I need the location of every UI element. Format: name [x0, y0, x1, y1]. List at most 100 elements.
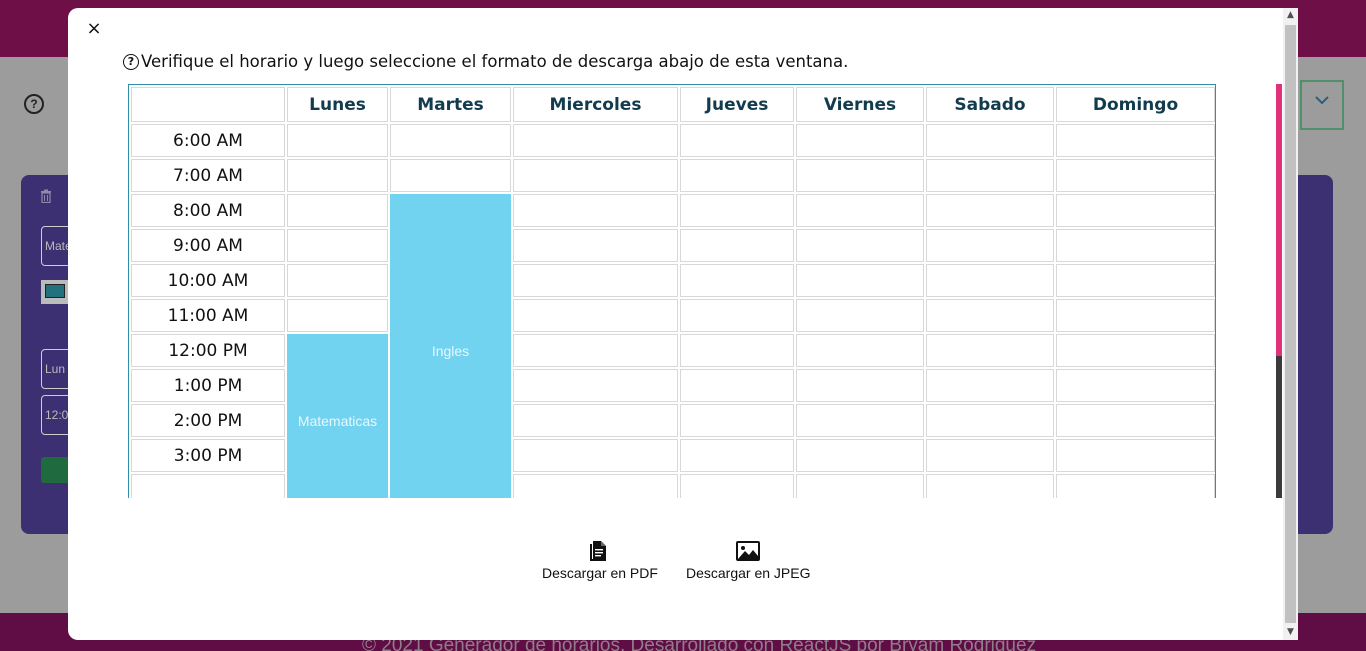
schedule-cell[interactable]	[680, 369, 794, 402]
schedule-cell[interactable]	[287, 159, 388, 192]
schedule-table-container[interactable]: Lunes Martes Miercoles Jueves Viernes Sa…	[128, 84, 1216, 498]
schedule-cell[interactable]	[513, 439, 678, 472]
schedule-cell[interactable]	[926, 474, 1054, 498]
time-row	[131, 474, 1215, 498]
schedule-cell[interactable]	[1056, 264, 1215, 297]
schedule-cell[interactable]	[680, 264, 794, 297]
schedule-cell[interactable]	[513, 404, 678, 437]
time-label: 6:00 AM	[131, 124, 285, 157]
schedule-cell[interactable]	[513, 124, 678, 157]
schedule-cell[interactable]	[287, 264, 388, 297]
schedule-cell[interactable]	[796, 159, 924, 192]
time-label: 7:00 AM	[131, 159, 285, 192]
time-row: 1:00 PM	[131, 369, 1215, 402]
scroll-down-arrow-icon[interactable]: ▼	[1287, 627, 1294, 637]
download-pdf-button[interactable]: Descargar en PDF	[542, 540, 658, 586]
schedule-cell[interactable]	[287, 124, 388, 157]
schedule-cell[interactable]	[926, 404, 1054, 437]
day-header: Domingo	[1056, 87, 1215, 122]
schedule-cell[interactable]	[680, 159, 794, 192]
schedule-cell[interactable]	[926, 334, 1054, 367]
schedule-cell[interactable]	[926, 194, 1054, 227]
schedule-cell[interactable]	[513, 334, 678, 367]
schedule-cell[interactable]	[680, 124, 794, 157]
schedule-cell[interactable]	[680, 404, 794, 437]
image-icon	[736, 541, 760, 561]
time-row: 9:00 AM	[131, 229, 1215, 262]
schedule-cell[interactable]	[926, 299, 1054, 332]
schedule-cell[interactable]	[1056, 334, 1215, 367]
schedule-cell[interactable]	[287, 194, 388, 227]
side-accent-bar	[1276, 84, 1282, 356]
schedule-cell[interactable]	[796, 439, 924, 472]
schedule-cell[interactable]	[796, 194, 924, 227]
schedule-cell[interactable]	[926, 264, 1054, 297]
instruction-label: Verifique el horario y luego seleccione …	[141, 52, 849, 71]
schedule-cell[interactable]	[680, 299, 794, 332]
schedule-cell[interactable]	[680, 474, 794, 498]
schedule-cell[interactable]	[796, 404, 924, 437]
schedule-cell[interactable]	[680, 439, 794, 472]
schedule-cell[interactable]	[796, 299, 924, 332]
corner-cell	[131, 87, 285, 122]
schedule-cell[interactable]	[926, 229, 1054, 262]
schedule-cell[interactable]	[926, 439, 1054, 472]
schedule-cell[interactable]	[1056, 369, 1215, 402]
instruction-text: ? Verifique el horario y luego seleccione…	[123, 52, 848, 71]
schedule-cell[interactable]	[513, 264, 678, 297]
schedule-cell[interactable]	[513, 369, 678, 402]
schedule-cell[interactable]	[796, 124, 924, 157]
download-pdf-label: Descargar en PDF	[542, 565, 658, 581]
time-label: 1:00 PM	[131, 369, 285, 402]
schedule-cell[interactable]	[1056, 124, 1215, 157]
schedule-cell[interactable]	[796, 369, 924, 402]
schedule-cell[interactable]	[1056, 439, 1215, 472]
schedule-cell[interactable]	[796, 264, 924, 297]
schedule-cell[interactable]	[926, 124, 1054, 157]
help-icon: ?	[24, 94, 44, 114]
schedule-cell[interactable]	[796, 229, 924, 262]
schedule-cell[interactable]	[680, 194, 794, 227]
schedule-cell[interactable]	[1056, 159, 1215, 192]
schedule-cell[interactable]	[680, 229, 794, 262]
download-options: Descargar en PDF Descargar en JPEG	[68, 540, 1298, 590]
schedule-cell[interactable]	[1056, 404, 1215, 437]
day-header: Sabado	[926, 87, 1054, 122]
time-row: 6:00 AM	[131, 124, 1215, 157]
schedule-cell[interactable]	[926, 159, 1054, 192]
schedule-cell[interactable]	[513, 229, 678, 262]
close-button[interactable]: ×	[86, 18, 102, 39]
time-label: 10:00 AM	[131, 264, 285, 297]
scroll-thumb[interactable]	[1285, 25, 1296, 623]
schedule-cell[interactable]	[287, 229, 388, 262]
schedule-event[interactable]: Matematicas	[287, 334, 388, 498]
side-dark-bar	[1276, 356, 1282, 498]
schedule-cell[interactable]	[680, 334, 794, 367]
download-jpeg-button[interactable]: Descargar en JPEG	[686, 540, 811, 586]
schedule-body: 6:00 AM 7:00 AM 8:00 AM Ingles 9:00 AM 10:00 …	[131, 124, 1215, 498]
schedule-cell[interactable]	[513, 159, 678, 192]
schedule-cell[interactable]	[287, 299, 388, 332]
schedule-event[interactable]: Ingles	[390, 194, 511, 498]
schedule-cell[interactable]	[796, 334, 924, 367]
page-scrollbar[interactable]: ▲ ▼	[1283, 8, 1298, 640]
schedule-cell[interactable]	[390, 159, 511, 192]
day-header: Martes	[390, 87, 511, 122]
download-jpeg-label: Descargar en JPEG	[686, 565, 811, 581]
schedule-cell[interactable]	[926, 369, 1054, 402]
schedule-cell[interactable]	[1056, 474, 1215, 498]
time-row: 11:00 AM	[131, 299, 1215, 332]
time-label: 12:00 PM	[131, 334, 285, 367]
schedule-cell[interactable]	[1056, 299, 1215, 332]
schedule-cell[interactable]	[390, 124, 511, 157]
time-row: 8:00 AM Ingles	[131, 194, 1215, 498]
schedule-cell[interactable]	[513, 474, 678, 498]
background-color-picker	[41, 280, 69, 304]
day-header: Jueves	[680, 87, 794, 122]
schedule-cell[interactable]	[513, 194, 678, 227]
schedule-cell[interactable]	[796, 474, 924, 498]
scroll-up-arrow-icon[interactable]: ▲	[1287, 10, 1294, 20]
schedule-cell[interactable]	[1056, 194, 1215, 227]
schedule-cell[interactable]	[513, 299, 678, 332]
schedule-cell[interactable]	[1056, 229, 1215, 262]
